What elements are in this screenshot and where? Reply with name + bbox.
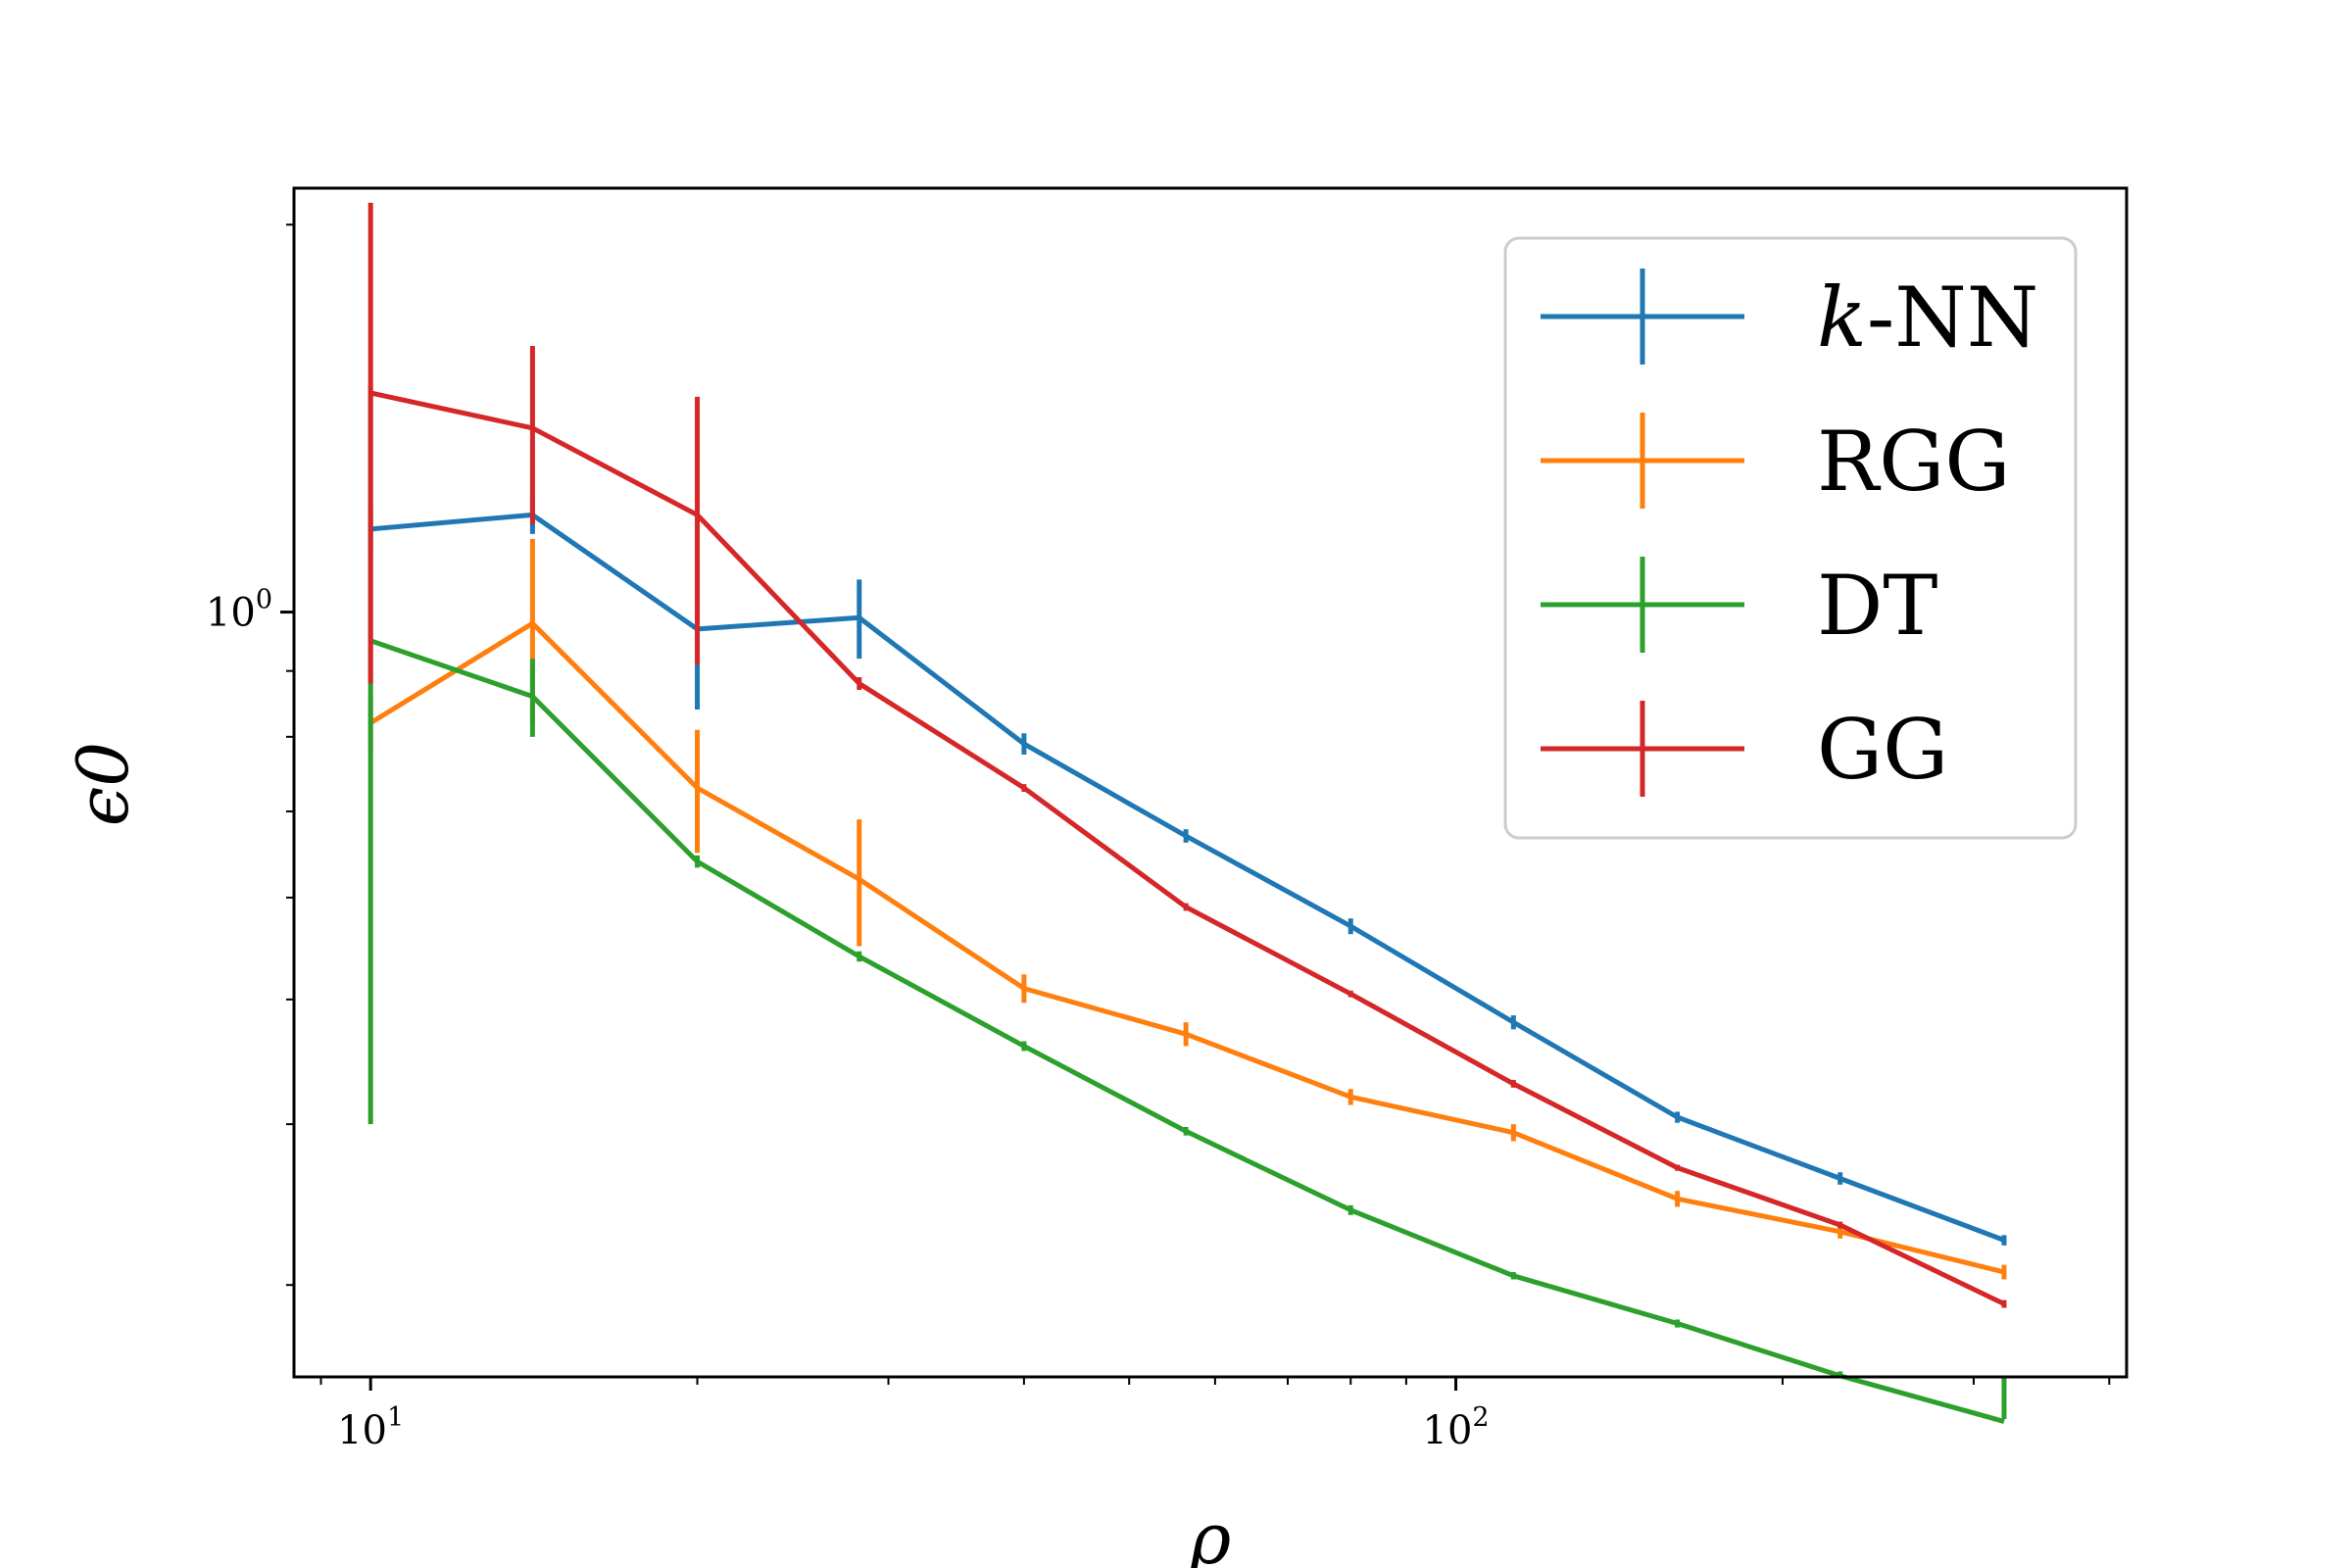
x-tick-label: 101 [337, 1402, 404, 1453]
legend-label: k-NN [1817, 270, 2038, 366]
x-axis-label: ρ [1189, 1497, 1231, 1568]
legend-entry: GG [1541, 701, 1948, 798]
legend-label: RGG [1817, 414, 2010, 510]
legend-label: GG [1817, 702, 1948, 798]
series-layer [368, 202, 2007, 1424]
axes-layer: 101 102 100 [206, 223, 2111, 1453]
series-gg [368, 202, 2007, 1308]
legend-frame [1503, 236, 2078, 840]
y-tick-label: 100 [206, 585, 272, 636]
x-tick-label: 102 [1423, 1402, 1490, 1453]
legend-entry: k-NN [1541, 269, 2038, 366]
y-axis-label: ϵ0 [62, 742, 144, 826]
plot-frame [292, 186, 2129, 1379]
legend: k-NN RGG DT GG [1503, 236, 2078, 840]
legend-entry: DT [1541, 557, 1937, 654]
legend-entry: RGG [1541, 413, 2010, 510]
legend-label: DT [1817, 558, 1937, 654]
